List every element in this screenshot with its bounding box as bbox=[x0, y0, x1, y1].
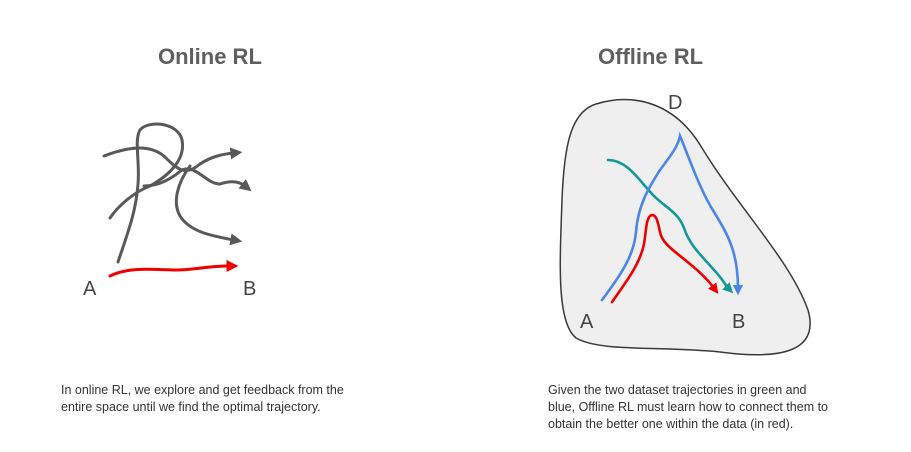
dataset-region bbox=[559, 98, 811, 356]
online-goal-label: B bbox=[243, 278, 257, 300]
green-dataset-trajectory bbox=[606, 158, 734, 294]
offline-optimal-trajectory bbox=[610, 213, 719, 304]
online-rl-caption: In online RL, we explore and get feedbac… bbox=[61, 382, 344, 416]
exploration-path-1 bbox=[102, 146, 243, 173]
online-optimal-trajectory bbox=[108, 260, 239, 278]
exploration-path-4 bbox=[174, 164, 243, 246]
online-rl-title: Online RL bbox=[158, 44, 262, 69]
blue-dataset-trajectory bbox=[600, 131, 744, 302]
online-start-label: A bbox=[83, 278, 97, 300]
caption-line: blue, Offline RL must learn how to conne… bbox=[548, 400, 829, 414]
dataset-label: D bbox=[668, 92, 683, 114]
caption-line: In online RL, we explore and get feedbac… bbox=[61, 383, 344, 397]
offline-rl-title: Offline RL bbox=[598, 44, 704, 69]
offline-rl-caption: Given the two dataset trajectories in gr… bbox=[548, 382, 828, 433]
caption-line: Given the two dataset trajectories in gr… bbox=[548, 383, 807, 397]
caption-line: entire space until we find the optimal t… bbox=[61, 400, 321, 414]
offline-goal-label: B bbox=[732, 311, 746, 333]
exploration-path-3 bbox=[142, 167, 252, 192]
online-exploration-trajectories bbox=[102, 122, 252, 264]
exploration-path-2 bbox=[108, 122, 185, 264]
caption-line: obtain the better one within the data (i… bbox=[548, 417, 794, 431]
offline-start-label: A bbox=[580, 311, 594, 333]
